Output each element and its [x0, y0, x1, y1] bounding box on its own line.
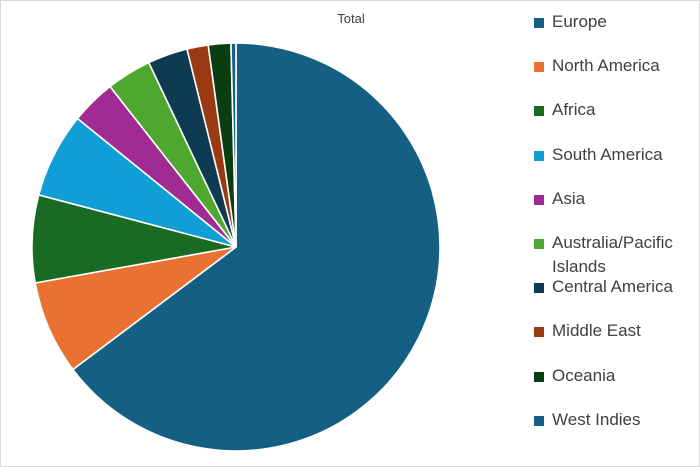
legend-swatch [534, 62, 544, 73]
legend-label: Oceania [552, 365, 616, 385]
legend-label: Africa [552, 100, 596, 120]
legend-label: Europe [552, 12, 607, 31]
legend-swatch [534, 18, 544, 28]
legend-label: Asia [552, 188, 586, 208]
legend-swatch [534, 327, 544, 338]
pie-slice-west-indies [230, 42, 237, 248]
chart-title: Total [337, 11, 365, 26]
legend-label: West Indies [552, 409, 641, 429]
legend-swatch [534, 283, 544, 294]
legend-label: North America [552, 56, 660, 76]
legend-swatch [534, 239, 544, 249]
legend-label: Central America [552, 277, 673, 297]
pie-chart [31, 42, 441, 452]
legend-label: Australia/Pacific Islands [552, 233, 673, 276]
legend-label: Middle East [552, 321, 641, 341]
legend-swatch [534, 415, 544, 426]
pie-slice-europe [71, 42, 441, 452]
legend-label: South America [552, 144, 663, 164]
legend-swatch [534, 371, 544, 382]
legend-swatch [534, 150, 544, 161]
legend-swatch [534, 194, 544, 205]
legend-swatch [534, 106, 544, 117]
